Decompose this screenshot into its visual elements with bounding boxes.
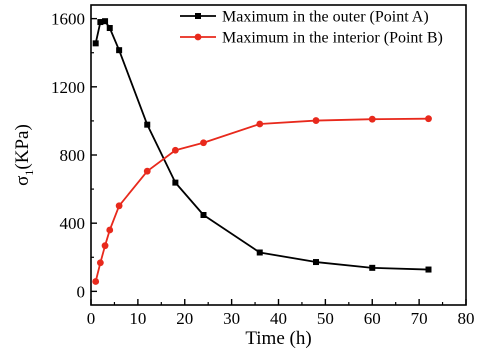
data-point (368, 115, 376, 123)
x-tick-label: 10 (129, 309, 146, 328)
x-tick-label: 60 (364, 309, 381, 328)
y-axis-label-unit: (KPa) (12, 124, 33, 169)
x-axis: 0 10 20 30 40 50 60 70 80 (87, 299, 475, 328)
x-tick-label: 20 (176, 309, 193, 328)
legend-item: Maximum in the interior (Point B) (180, 30, 443, 47)
y-tick-label: 1600 (51, 10, 85, 29)
legend-label: Maximum in the interior (Point B) (222, 30, 443, 47)
data-point (92, 40, 99, 47)
y-tick-label: 1200 (51, 78, 85, 97)
data-point (96, 259, 104, 267)
data-point (97, 19, 104, 26)
data-point (116, 47, 123, 54)
legend-marker (194, 33, 202, 41)
x-axis-label: Time (h) (245, 328, 311, 348)
y-axis: 0 400 800 1200 1600 (51, 10, 97, 301)
y-tick-label: 400 (60, 214, 86, 233)
data-point (369, 264, 376, 271)
data-point (106, 226, 114, 234)
data-point (256, 120, 264, 128)
data-point (144, 121, 151, 128)
data-point (425, 266, 432, 273)
data-point (312, 117, 320, 124)
x-tick-label: 30 (223, 309, 240, 328)
series-layer (92, 18, 432, 285)
data-point (313, 259, 319, 266)
data-point (200, 139, 207, 147)
data-point (425, 115, 432, 123)
y-axis-label-subscript: 1 (22, 170, 36, 176)
data-point (200, 212, 207, 218)
series-line (94, 20, 429, 271)
data-point (172, 179, 179, 186)
data-point (102, 18, 109, 25)
data-point (106, 25, 113, 32)
legend-item: Maximum in the outer (Point A) (180, 9, 429, 26)
y-axis-label-symbol: σ (12, 176, 33, 186)
data-point (101, 242, 109, 250)
data-point (115, 202, 123, 210)
x-tick-label: 70 (411, 309, 428, 328)
legend-label: Maximum in the outer (Point A) (222, 9, 429, 26)
y-tick-label: 0 (77, 282, 86, 301)
data-point (256, 249, 263, 256)
x-tick-label: 40 (270, 309, 287, 328)
x-tick-label: 80 (458, 309, 475, 328)
y-tick-label: 800 (60, 146, 86, 165)
data-point (92, 278, 100, 285)
plot-frame (90, 4, 467, 306)
y-axis-label: σ1(KPa) (12, 124, 36, 186)
x-tick-label: 50 (317, 309, 334, 328)
data-point (171, 146, 179, 154)
legend: Maximum in the outer (Point A) Maximum in… (180, 9, 443, 47)
series-1 (92, 18, 432, 273)
legend-marker (195, 13, 201, 19)
series-line (94, 117, 429, 282)
data-point (143, 167, 151, 175)
series-2 (92, 115, 432, 285)
x-tick-label: 0 (87, 309, 96, 328)
